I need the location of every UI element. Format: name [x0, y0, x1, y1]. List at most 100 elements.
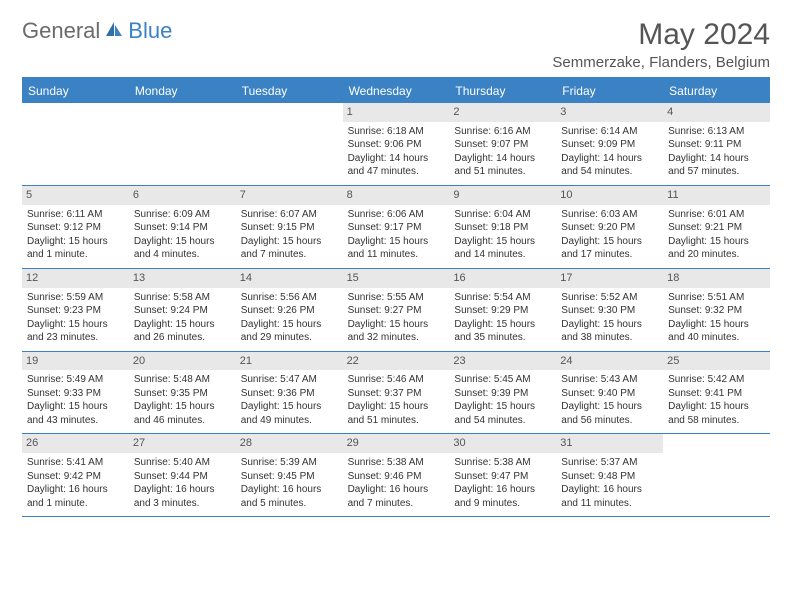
calendar-week: 12Sunrise: 5:59 AMSunset: 9:23 PMDayligh… [22, 269, 770, 352]
calendar-cell: 31 Sunrise: 5:37 AMSunset: 9:48 PMDayligh… [556, 434, 663, 516]
sunrise-text: Sunrise: 5:56 AM [241, 291, 338, 305]
sunrise-text: Sunrise: 6:18 AM [348, 125, 445, 139]
calendar-cell: 4Sunrise: 6:13 AMSunset: 9:11 PMDaylight… [663, 103, 770, 185]
daylight-text: Daylight: 16 hours and 5 minutes. [241, 483, 338, 510]
sunrise-text: Sunrise: 6:04 AM [454, 208, 551, 222]
daylight-text: Daylight: 15 hours and 17 minutes. [561, 235, 658, 262]
calendar-cell: 23 Sunrise: 5:45 AMSunset: 9:39 PMDayligh… [449, 352, 556, 434]
day-number: 12 [22, 269, 129, 288]
calendar-week: 1Sunrise: 6:18 AMSunset: 9:06 PMDaylight… [22, 103, 770, 186]
sunset-text: Sunset: 9:32 PM [668, 304, 765, 318]
sunset-text: Sunset: 9:15 PM [241, 221, 338, 235]
day-number: 24 [556, 352, 663, 371]
title-block: May 2024 Semmerzake, Flanders, Belgium [552, 18, 770, 71]
calendar-cell: 18Sunrise: 5:51 AMSunset: 9:32 PMDayligh… [663, 269, 770, 351]
calendar-cell: 8Sunrise: 6:06 AMSunset: 9:17 PMDaylight… [343, 186, 450, 268]
day-header: Tuesday [236, 79, 343, 103]
calendar: Sunday Monday Tuesday Wednesday Thursday… [22, 77, 770, 517]
sunset-text: Sunset: 9:47 PM [454, 470, 551, 484]
calendar-cell: 14Sunrise: 5:56 AMSunset: 9:26 PMDayligh… [236, 269, 343, 351]
sunrise-text: Sunrise: 5:48 AM [134, 373, 231, 387]
sunset-text: Sunset: 9:06 PM [348, 138, 445, 152]
sunrise-text: Sunrise: 5:52 AM [561, 291, 658, 305]
calendar-week: 26Sunrise: 5:41 AMSunset: 9:42 PMDayligh… [22, 434, 770, 517]
calendar-cell: 24 Sunrise: 5:43 AMSunset: 9:40 PMDayligh… [556, 352, 663, 434]
sunset-text: Sunset: 9:17 PM [348, 221, 445, 235]
day-number: 22 [343, 352, 450, 371]
day-info: Sunrise: 5:47 AMSunset: 9:36 PMDaylight:… [241, 373, 338, 427]
day-number: 31 [556, 434, 663, 453]
page-title: May 2024 [552, 18, 770, 52]
day-header: Friday [556, 79, 663, 103]
sail-icon [104, 18, 124, 44]
day-info: Sunrise: 5:38 AMSunset: 9:47 PMDaylight:… [454, 456, 551, 510]
calendar-cell: 28Sunrise: 5:39 AMSunset: 9:45 PMDayligh… [236, 434, 343, 516]
logo-text-general: General [22, 18, 100, 44]
logo: General Blue [22, 18, 172, 44]
daylight-text: Daylight: 15 hours and 49 minutes. [241, 400, 338, 427]
day-info: Sunrise: 5:43 AMSunset: 9:40 PMDaylight:… [561, 373, 658, 427]
daylight-text: Daylight: 15 hours and 51 minutes. [348, 400, 445, 427]
day-info: Sunrise: 5:51 AMSunset: 9:32 PMDaylight:… [668, 291, 765, 345]
sunset-text: Sunset: 9:29 PM [454, 304, 551, 318]
day-number: 25 [663, 352, 770, 371]
day-number: 2 [449, 103, 556, 122]
day-info: Sunrise: 6:13 AMSunset: 9:11 PMDaylight:… [668, 125, 765, 179]
day-number: 1 [343, 103, 450, 122]
daylight-text: Daylight: 16 hours and 9 minutes. [454, 483, 551, 510]
daylight-text: Daylight: 15 hours and 23 minutes. [27, 318, 124, 345]
day-info: Sunrise: 6:09 AMSunset: 9:14 PMDaylight:… [134, 208, 231, 262]
day-header: Monday [129, 79, 236, 103]
sunset-text: Sunset: 9:11 PM [668, 138, 765, 152]
sunrise-text: Sunrise: 5:59 AM [27, 291, 124, 305]
sunrise-text: Sunrise: 6:03 AM [561, 208, 658, 222]
calendar-cell: 30Sunrise: 5:38 AMSunset: 9:47 PMDayligh… [449, 434, 556, 516]
sunset-text: Sunset: 9:41 PM [668, 387, 765, 401]
sunrise-text: Sunrise: 5:54 AM [454, 291, 551, 305]
day-info: Sunrise: 6:16 AMSunset: 9:07 PMDaylight:… [454, 125, 551, 179]
sunset-text: Sunset: 9:45 PM [241, 470, 338, 484]
day-info: Sunrise: 5:49 AMSunset: 9:33 PMDaylight:… [27, 373, 124, 427]
day-info: Sunrise: 6:07 AMSunset: 9:15 PMDaylight:… [241, 208, 338, 262]
day-info: Sunrise: 5:37 AMSunset: 9:48 PMDaylight:… [561, 456, 658, 510]
calendar-cell: 29Sunrise: 5:38 AMSunset: 9:46 PMDayligh… [343, 434, 450, 516]
day-info: Sunrise: 5:41 AMSunset: 9:42 PMDaylight:… [27, 456, 124, 510]
calendar-cell: 12Sunrise: 5:59 AMSunset: 9:23 PMDayligh… [22, 269, 129, 351]
calendar-week: 19Sunrise: 5:49 AMSunset: 9:33 PMDayligh… [22, 352, 770, 435]
daylight-text: Daylight: 15 hours and 7 minutes. [241, 235, 338, 262]
day-info: Sunrise: 5:45 AMSunset: 9:39 PMDaylight:… [454, 373, 551, 427]
calendar-cell: 15Sunrise: 5:55 AMSunset: 9:27 PMDayligh… [343, 269, 450, 351]
daylight-text: Daylight: 15 hours and 20 minutes. [668, 235, 765, 262]
weeks-container: 1Sunrise: 6:18 AMSunset: 9:06 PMDaylight… [22, 103, 770, 517]
calendar-cell [236, 103, 343, 185]
day-header-row: Sunday Monday Tuesday Wednesday Thursday… [22, 79, 770, 103]
daylight-text: Daylight: 15 hours and 4 minutes. [134, 235, 231, 262]
calendar-cell: 13Sunrise: 5:58 AMSunset: 9:24 PMDayligh… [129, 269, 236, 351]
day-number: 29 [343, 434, 450, 453]
daylight-text: Daylight: 15 hours and 40 minutes. [668, 318, 765, 345]
calendar-cell: 25 Sunrise: 5:42 AMSunset: 9:41 PMDayligh… [663, 352, 770, 434]
calendar-week: 5Sunrise: 6:11 AMSunset: 9:12 PMDaylight… [22, 186, 770, 269]
sunrise-text: Sunrise: 6:11 AM [27, 208, 124, 222]
sunset-text: Sunset: 9:30 PM [561, 304, 658, 318]
day-number: 15 [343, 269, 450, 288]
day-info: Sunrise: 5:40 AMSunset: 9:44 PMDaylight:… [134, 456, 231, 510]
sunrise-text: Sunrise: 5:43 AM [561, 373, 658, 387]
daylight-text: Daylight: 15 hours and 54 minutes. [454, 400, 551, 427]
daylight-text: Daylight: 14 hours and 47 minutes. [348, 152, 445, 179]
daylight-text: Daylight: 16 hours and 3 minutes. [134, 483, 231, 510]
sunset-text: Sunset: 9:24 PM [134, 304, 231, 318]
daylight-text: Daylight: 15 hours and 58 minutes. [668, 400, 765, 427]
daylight-text: Daylight: 14 hours and 51 minutes. [454, 152, 551, 179]
sunset-text: Sunset: 9:18 PM [454, 221, 551, 235]
day-info: Sunrise: 6:06 AMSunset: 9:17 PMDaylight:… [348, 208, 445, 262]
sunrise-text: Sunrise: 5:40 AM [134, 456, 231, 470]
day-info: Sunrise: 5:42 AMSunset: 9:41 PMDaylight:… [668, 373, 765, 427]
day-number: 17 [556, 269, 663, 288]
calendar-cell: 26Sunrise: 5:41 AMSunset: 9:42 PMDayligh… [22, 434, 129, 516]
sunrise-text: Sunrise: 5:38 AM [348, 456, 445, 470]
day-info: Sunrise: 6:14 AMSunset: 9:09 PMDaylight:… [561, 125, 658, 179]
day-number: 23 [449, 352, 556, 371]
sunrise-text: Sunrise: 5:42 AM [668, 373, 765, 387]
day-number: 9 [449, 186, 556, 205]
